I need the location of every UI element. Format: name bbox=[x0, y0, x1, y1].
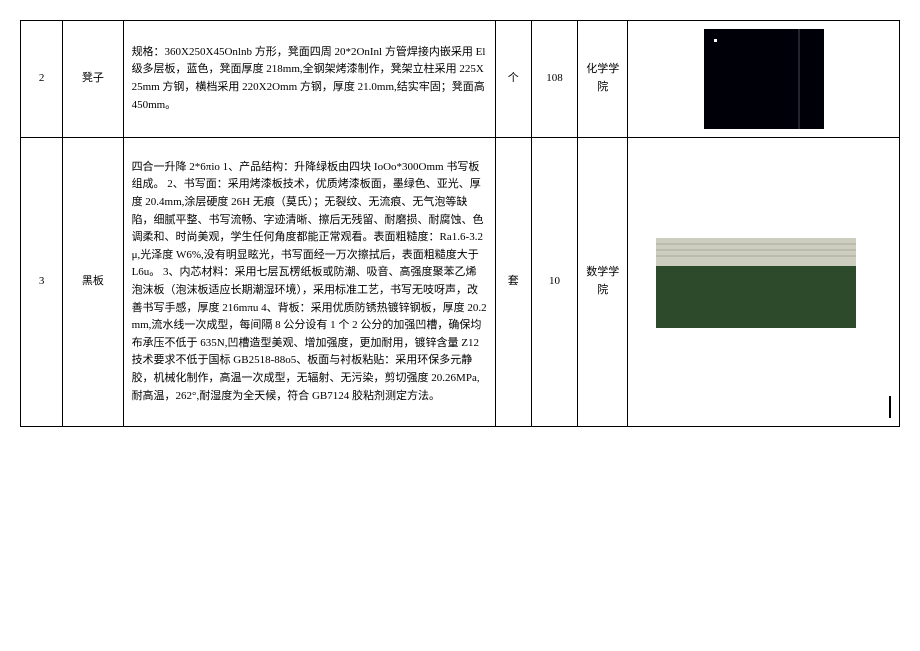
item-name: 黑板 bbox=[63, 138, 123, 427]
blackboard-image bbox=[656, 238, 856, 328]
item-unit: 个 bbox=[495, 21, 531, 138]
table-row: 3 黑板 四合一升降 2*6πio 1、产品结构：升降绿板由四块 IoOo*30… bbox=[21, 138, 900, 427]
row-number: 3 bbox=[21, 138, 63, 427]
item-name: 凳子 bbox=[63, 21, 123, 138]
item-spec: 规格：360X250X45Onlnb 方形，凳面四周 20*2OnInl 方管焊… bbox=[123, 21, 495, 138]
item-qty: 10 bbox=[531, 138, 577, 427]
spec-text: 规格：360X250X45Onlnb 方形，凳面四周 20*2OnInl 方管焊… bbox=[132, 44, 487, 114]
item-qty: 108 bbox=[531, 21, 577, 138]
item-dept: 化学学院 bbox=[578, 21, 628, 138]
image-wrap bbox=[636, 29, 891, 129]
stool-image bbox=[704, 29, 824, 129]
row-number: 2 bbox=[21, 21, 63, 138]
item-image-cell bbox=[628, 138, 900, 427]
item-spec: 四合一升降 2*6πio 1、产品结构：升降绿板由四块 IoOo*300Omm … bbox=[123, 138, 495, 427]
item-image-cell bbox=[628, 21, 900, 138]
table-row: 2 凳子 规格：360X250X45Onlnb 方形，凳面四周 20*2OnIn… bbox=[21, 21, 900, 138]
item-unit: 套 bbox=[495, 138, 531, 427]
text-cursor bbox=[636, 388, 891, 418]
item-dept: 数学学院 bbox=[578, 138, 628, 427]
spec-text: 四合一升降 2*6πio 1、产品结构：升降绿板由四块 IoOo*300Omm … bbox=[132, 159, 487, 405]
spec-table: 2 凳子 规格：360X250X45Onlnb 方形，凳面四周 20*2OnIn… bbox=[20, 20, 900, 427]
